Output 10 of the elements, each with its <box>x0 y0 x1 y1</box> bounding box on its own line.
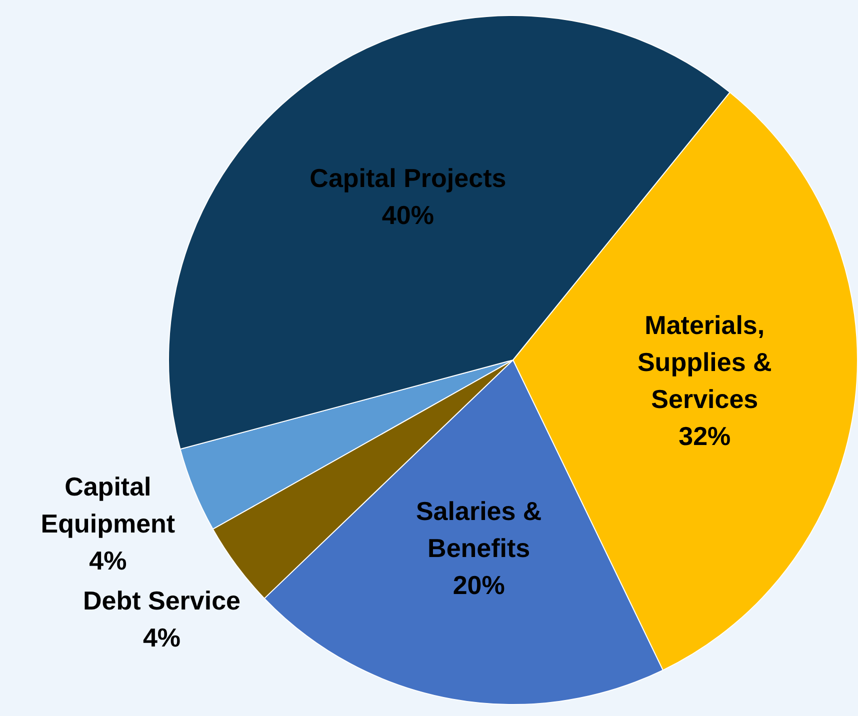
slice-label: Materials, Supplies & Services <box>637 310 772 414</box>
data-label: 32% <box>678 420 731 451</box>
slice-label: Debt Service <box>82 586 241 616</box>
data-label: 40% <box>382 200 434 230</box>
data-label: 4% <box>89 545 127 576</box>
slice-label: Capital Equipment <box>40 471 176 538</box>
slice-label: Salaries & Benefits <box>416 496 542 564</box>
data-label: 20% <box>452 570 505 600</box>
slice-label: Capital Projects <box>310 162 506 193</box>
data-label: 4% <box>142 622 181 653</box>
